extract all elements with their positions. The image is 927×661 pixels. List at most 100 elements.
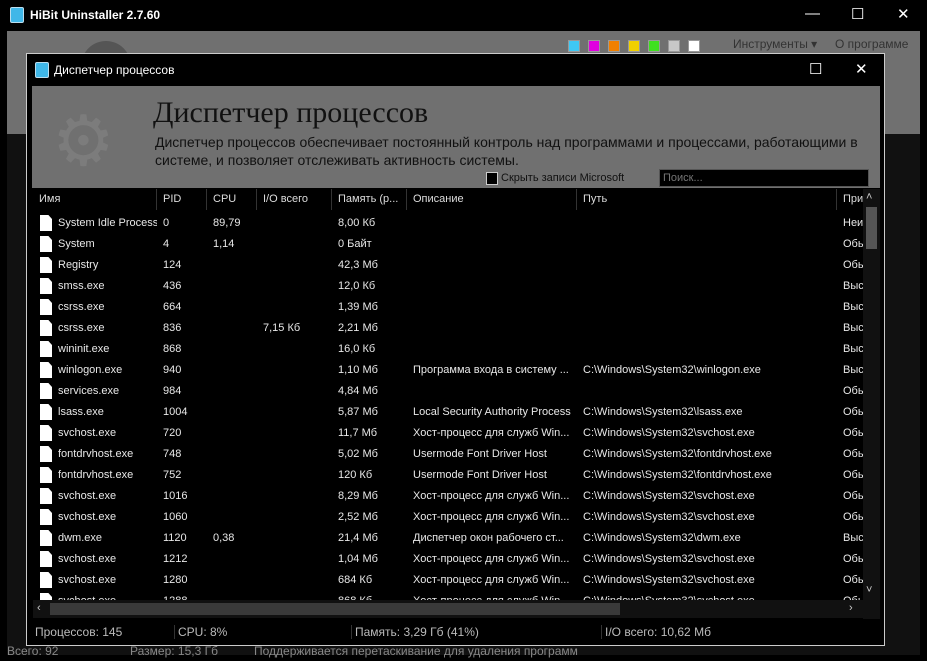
- table-cell: 684 Кб: [338, 574, 373, 586]
- table-row[interactable]: svchost.exe 1280 684 Кб Хост-процесс для сл…: [33, 570, 864, 591]
- table-cell: [213, 255, 257, 276]
- main-status-bar: Всего: 92 Размер: 15,3 Гб Поддерживается…: [7, 643, 920, 661]
- table-cell: Программа входа в систему ...: [413, 364, 569, 376]
- horizontal-scrollbar[interactable]: ‹ ›: [33, 600, 863, 618]
- table-row[interactable]: services.exe 984 4,84 Мб Обь: [33, 381, 864, 402]
- table-cell: services.exe: [58, 385, 120, 397]
- table-cell: [213, 465, 257, 486]
- table-cell: 868: [163, 343, 182, 355]
- table-row[interactable]: svchost.exe 1212 1,04 Мб Хост-процесс для с…: [33, 549, 864, 570]
- file-icon: [40, 320, 52, 336]
- column-header[interactable]: I/O всего: [257, 189, 332, 210]
- table-row[interactable]: svchost.exe 1060 2,52 Мб Хост-процесс для с…: [33, 507, 864, 528]
- column-header[interactable]: Путь: [577, 189, 837, 210]
- table-cell: Обь: [843, 574, 864, 586]
- scroll-up-icon[interactable]: ˄: [866, 191, 873, 203]
- file-icon: [40, 341, 52, 357]
- hscroll-thumb[interactable]: [50, 603, 620, 615]
- table-cell: C:\Windows\System32\fontdrvhost.exe: [583, 448, 772, 460]
- table-cell: 5,02 Мб: [338, 448, 378, 460]
- table-cell: [263, 255, 332, 276]
- dialog-maximize-button[interactable]: ☐: [809, 61, 823, 78]
- table-cell: [213, 297, 257, 318]
- color-swatch[interactable]: [568, 40, 580, 52]
- table-cell: System: [58, 238, 95, 250]
- file-icon: [40, 530, 52, 546]
- table-cell: [213, 318, 257, 339]
- table-cell: [213, 339, 257, 360]
- table-cell: [413, 276, 577, 297]
- status-processes: Процессов: 145: [35, 625, 123, 639]
- table-row[interactable]: lsass.exe 1004 5,87 Мб Local Security Autho…: [33, 402, 864, 423]
- menu-about[interactable]: О программе: [835, 37, 909, 51]
- dialog-close-button[interactable]: ✕: [855, 61, 868, 78]
- table-cell: 940: [163, 364, 182, 376]
- table-row[interactable]: wininit.exe 868 16,0 Кб Выс: [33, 339, 864, 360]
- file-icon: [40, 425, 52, 441]
- column-header[interactable]: Описание: [407, 189, 577, 210]
- column-header[interactable]: При: [837, 189, 867, 210]
- column-header[interactable]: Имя: [33, 189, 157, 210]
- color-swatch[interactable]: [588, 40, 600, 52]
- table-cell: C:\Windows\System32\fontdrvhost.exe: [583, 469, 772, 481]
- table-row[interactable]: winlogon.exe 940 1,10 Мб Программа входа в …: [33, 360, 864, 381]
- minimize-button[interactable]: —: [805, 5, 820, 22]
- scroll-left-icon[interactable]: ‹: [37, 602, 41, 614]
- table-cell: 4,84 Мб: [338, 385, 378, 397]
- table-row[interactable]: System Idle Process 0 89,79 8,00 Кб Неи: [33, 213, 863, 234]
- file-icon: [40, 509, 52, 525]
- checkbox-box[interactable]: [486, 172, 498, 185]
- menu-tools[interactable]: Инструменты ▾: [733, 37, 818, 51]
- table-row[interactable]: fontdrvhost.exe 748 5,02 Мб Usermode Font D…: [33, 444, 864, 465]
- hide-microsoft-checkbox[interactable]: Скрыть записи Microsoft: [486, 172, 624, 185]
- vertical-scrollbar[interactable]: ˄ ˅: [863, 189, 880, 619]
- table-cell: [583, 234, 837, 255]
- table-cell: 12,0 Кб: [338, 280, 376, 292]
- table-cell: [263, 234, 332, 255]
- table-row[interactable]: Registry 124 42,3 Мб Обь: [33, 255, 864, 276]
- table-row[interactable]: csrss.exe 664 1,39 Мб Выс: [33, 297, 864, 318]
- table-row[interactable]: smss.exe 436 12,0 Кб Выс: [33, 276, 864, 297]
- table-cell: 124: [163, 259, 182, 271]
- table-cell: Обь: [843, 553, 864, 565]
- table-cell: Хост-процесс для служб Win...: [413, 490, 570, 502]
- color-swatch[interactable]: [628, 40, 640, 52]
- table-row[interactable]: dwm.exe 1120 0,38 21,4 Мб Диспетчер окон раб…: [33, 528, 864, 549]
- column-header[interactable]: PID: [157, 189, 207, 210]
- scroll-right-icon[interactable]: ›: [849, 602, 853, 614]
- color-swatch[interactable]: [648, 40, 660, 52]
- table-cell: 8,29 Мб: [338, 490, 378, 502]
- table-row[interactable]: svchost.exe 1016 8,29 Мб Хост-процесс для с…: [33, 486, 864, 507]
- table-cell: [413, 255, 577, 276]
- column-header[interactable]: Память (р...: [332, 189, 407, 210]
- table-cell: 0,38: [213, 532, 235, 544]
- maximize-button[interactable]: ☐: [851, 6, 865, 23]
- color-swatch[interactable]: [668, 40, 680, 52]
- column-header[interactable]: CPU: [207, 189, 257, 210]
- scroll-down-icon[interactable]: ˅: [866, 584, 873, 596]
- table-cell: [213, 444, 257, 465]
- table-row[interactable]: System 4 1,14 0 Байт Обь: [33, 234, 864, 255]
- scroll-thumb[interactable]: [866, 207, 877, 249]
- table-cell: 984: [163, 385, 182, 397]
- search-input[interactable]: [659, 169, 869, 187]
- dialog-icon: [35, 62, 49, 78]
- close-button[interactable]: ✕: [897, 6, 910, 23]
- file-icon: [40, 488, 52, 504]
- table-row[interactable]: svchost.exe 720 11,7 Мб Хост-процесс для сл…: [33, 423, 864, 444]
- status-hint: Поддерживается перетаскивание для удален…: [254, 644, 578, 658]
- file-icon: [40, 215, 52, 231]
- table-row[interactable]: fontdrvhost.exe 752 120 Кб Usermode Font Dr…: [33, 465, 864, 486]
- table-cell: svchost.exe: [58, 511, 117, 523]
- table-cell: 4: [163, 238, 170, 250]
- table-cell: svchost.exe: [58, 574, 117, 586]
- table-cell: Хост-процесс для служб Win...: [413, 427, 570, 439]
- table-cell: [583, 297, 837, 318]
- color-swatch[interactable]: [608, 40, 620, 52]
- table-cell: 1,39 Мб: [338, 301, 378, 313]
- color-swatch[interactable]: [688, 40, 700, 52]
- table-cell: [413, 234, 577, 255]
- table-cell: 748: [163, 448, 182, 460]
- hide-microsoft-label: Скрыть записи Microsoft: [501, 172, 625, 184]
- table-row[interactable]: csrss.exe 836 7,15 Кб 2,21 Мб Выс: [33, 318, 864, 339]
